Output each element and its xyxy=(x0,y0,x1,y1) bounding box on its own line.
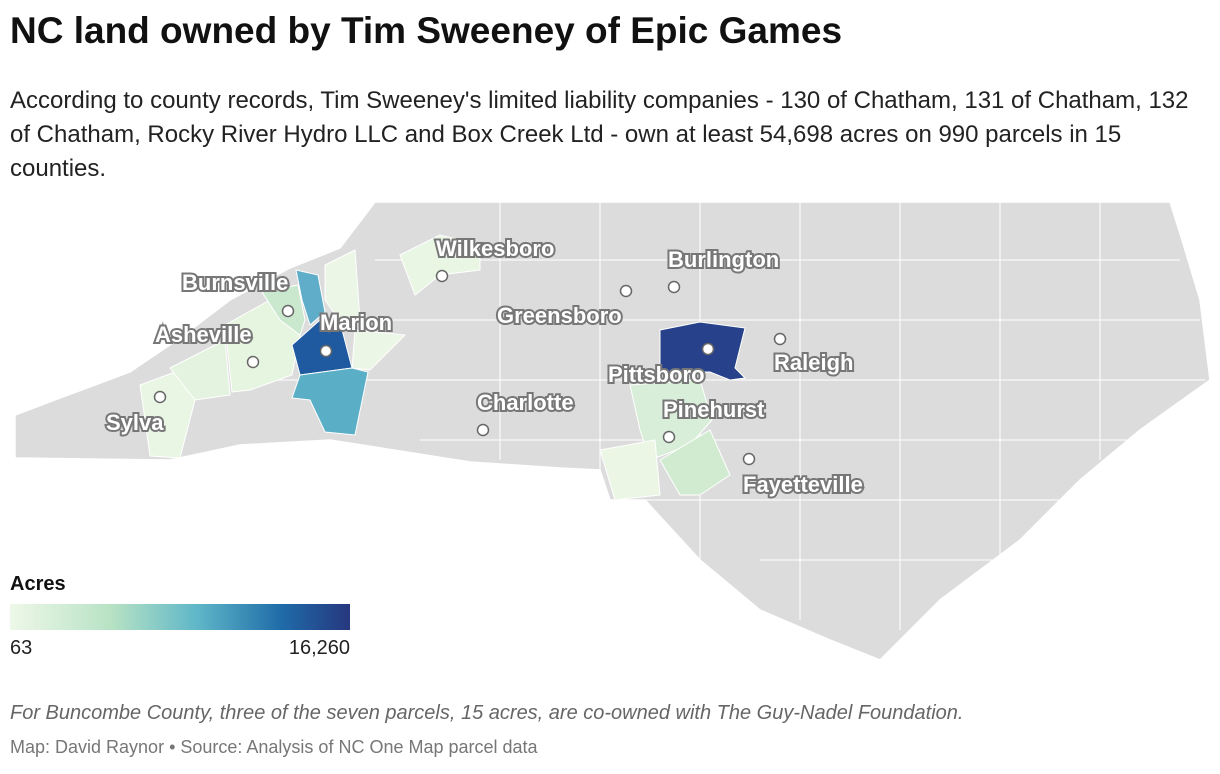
city-label: Charlotte xyxy=(477,390,574,415)
city-dot xyxy=(319,344,333,358)
city-label: Asheville xyxy=(155,322,252,347)
city-dot xyxy=(153,390,167,404)
title: NC land owned by Tim Sweeney of Epic Gam… xyxy=(10,10,843,51)
city-label: Marion xyxy=(320,310,392,335)
city-dot xyxy=(773,332,787,346)
city-dot xyxy=(742,452,756,466)
city-label: Pittsboro xyxy=(608,362,705,387)
city-label: Burlington xyxy=(668,247,779,272)
footnote: For Buncombe County, three of the seven … xyxy=(10,702,964,724)
city-dot xyxy=(662,430,676,444)
city-dot xyxy=(619,284,633,298)
legend-min: 63 xyxy=(10,637,32,659)
legend-title: Acres xyxy=(10,573,66,595)
map: Acres 63 16,260 Wilkesboro Burlington Burn… xyxy=(10,201,1211,661)
owned-counties xyxy=(139,234,747,501)
city-dot xyxy=(701,342,715,356)
city-label: Wilkesboro xyxy=(436,236,554,261)
subtitle: According to county records, Tim Sweeney… xyxy=(10,87,1189,182)
source: Map: David Raynor • Source: Analysis of … xyxy=(10,737,538,757)
city-dot xyxy=(435,269,449,283)
city-dot xyxy=(476,423,490,437)
legend-colorbar xyxy=(10,604,350,630)
city-label: Greensboro xyxy=(497,303,622,328)
city-dot xyxy=(667,280,681,294)
legend-max: 16,260 xyxy=(289,637,350,659)
city-dot xyxy=(246,355,260,369)
city-dot xyxy=(281,304,295,318)
city-label: Sylva xyxy=(106,410,164,435)
city-label: Pinehurst xyxy=(663,397,765,422)
city-label: Raleigh xyxy=(774,350,853,375)
city-label: Fayetteville xyxy=(743,472,863,497)
city-label: Burnsville xyxy=(182,270,288,295)
